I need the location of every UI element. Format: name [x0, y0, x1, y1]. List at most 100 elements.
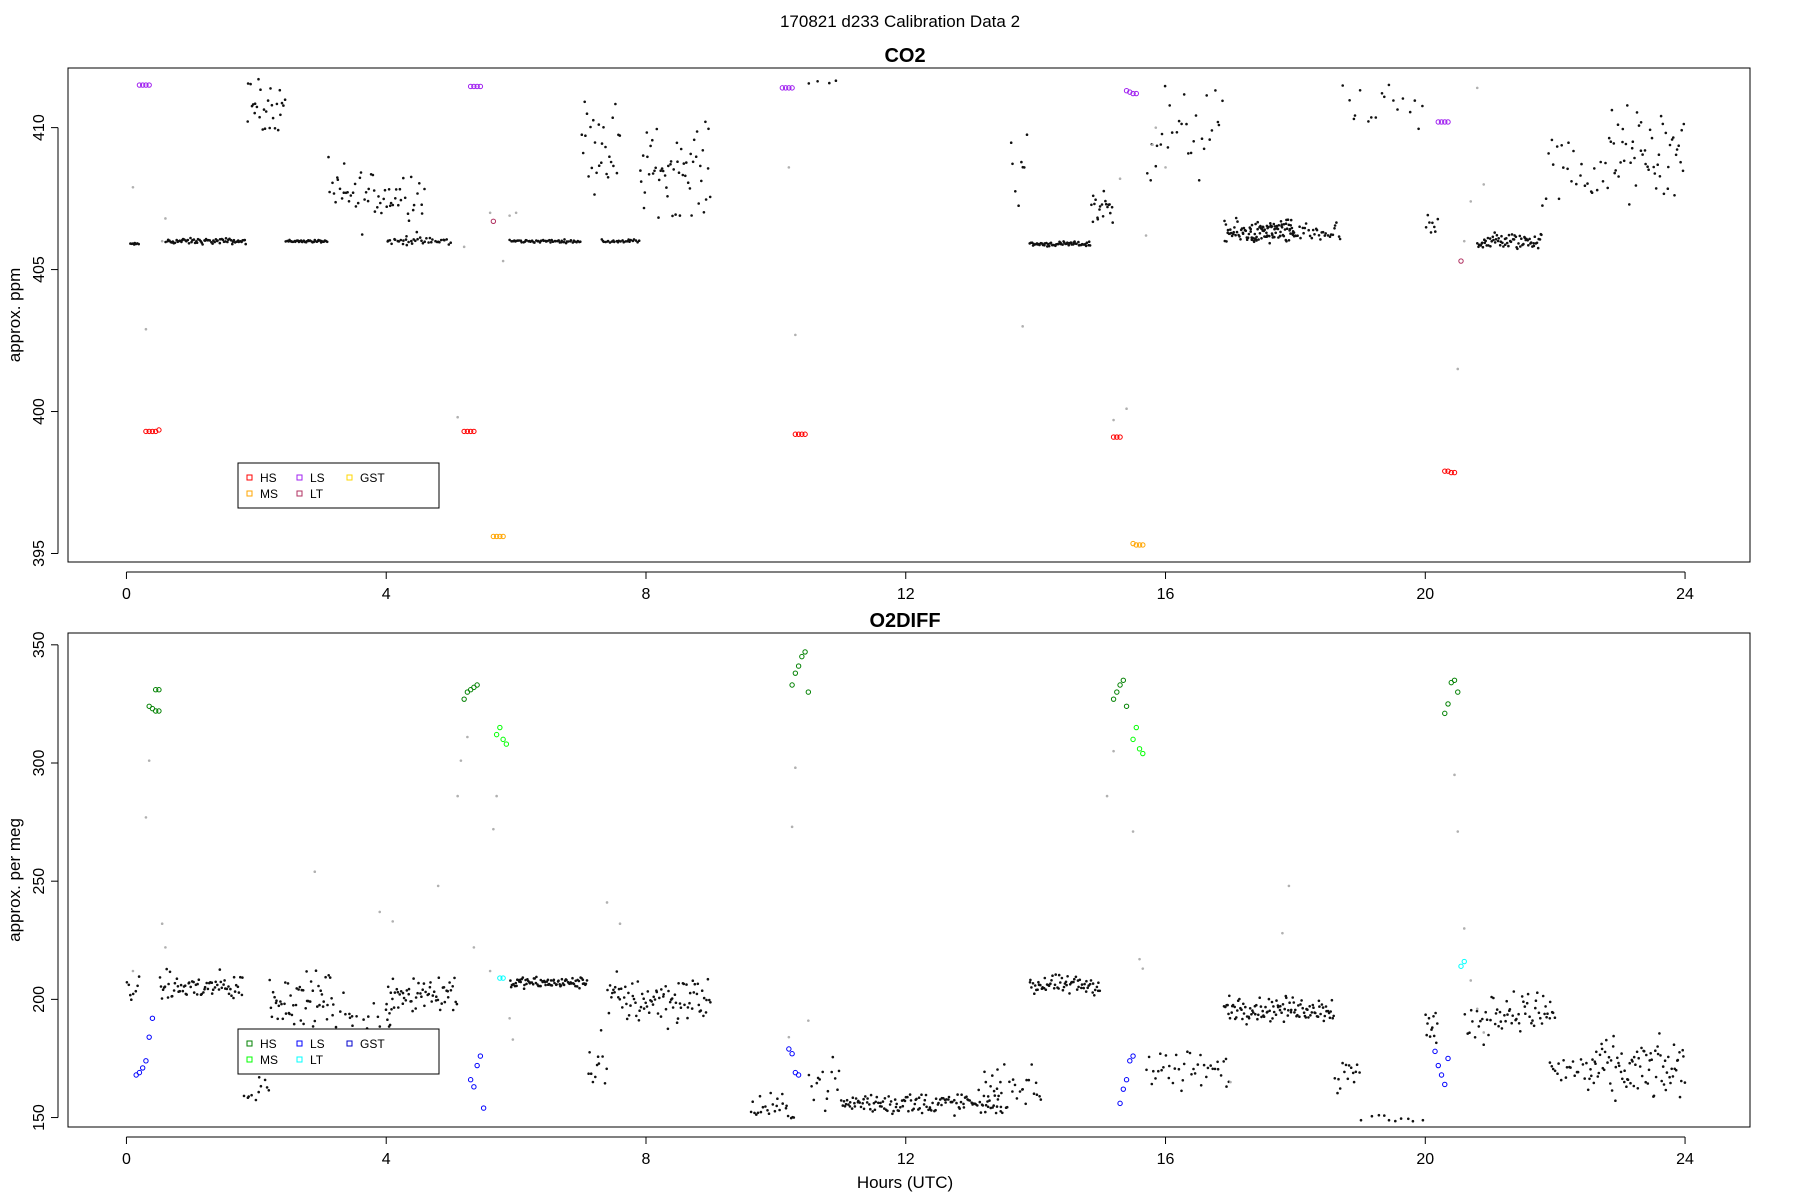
- co2-ambient-point: [554, 239, 557, 243]
- o2diff-ambient-point: [644, 1001, 647, 1005]
- o2diff-ambient-point: [1225, 1085, 1228, 1088]
- co2-hs-point: [149, 428, 156, 435]
- co2-ls-point: [477, 83, 484, 90]
- o2diff-ambient-point: [960, 1093, 963, 1096]
- o2diff-transition-point: [147, 759, 151, 762]
- o2diff-ambient-point: [862, 1097, 865, 1101]
- o2diff-ambient-point: [1635, 1050, 1639, 1054]
- o2diff-ambient-point: [161, 988, 165, 991]
- o2diff-ambient-point: [220, 986, 224, 990]
- o2diff-ambient-point: [339, 1010, 342, 1013]
- o2diff-ambient-point: [831, 1055, 835, 1059]
- o2diff-ambient-point: [1181, 1079, 1185, 1082]
- o2diff-ambient-point: [1617, 1061, 1620, 1065]
- co2-ambient-point: [1593, 167, 1596, 170]
- co2-ambient-point: [1637, 124, 1641, 127]
- co2-ambient-point: [1572, 149, 1575, 153]
- o2diff-ambient-point: [766, 1109, 769, 1112]
- o2diff-ambient-point: [982, 1094, 986, 1098]
- co2-ls-point: [779, 85, 786, 91]
- o2diff-ambient-point: [412, 977, 415, 980]
- o2diff-ambient-point: [1154, 1077, 1157, 1080]
- o2diff-ambient-point: [1095, 985, 1099, 989]
- o2diff-ambient-point: [1358, 1071, 1361, 1074]
- o2diff-ambient-point: [978, 1100, 982, 1104]
- o2diff-ambient-point: [438, 1008, 442, 1012]
- co2-ambient-point: [195, 241, 199, 244]
- co2-ambient-point: [407, 240, 410, 244]
- o2diff-ambient-point: [172, 989, 176, 992]
- co2-ambient-point: [393, 238, 397, 242]
- o2diff-ambient-point: [1206, 1066, 1210, 1070]
- o2diff-ambient-point: [1219, 1074, 1223, 1077]
- o2diff-ambient-point: [1226, 1003, 1229, 1007]
- co2-y-axis-label: approx. ppm: [5, 268, 24, 363]
- o2diff-x-tick-label: 16: [1157, 1151, 1175, 1168]
- co2-ambient-point: [1631, 140, 1635, 143]
- o2diff-ambient-point: [1145, 1068, 1148, 1072]
- co2-ambient-point: [1319, 238, 1322, 241]
- o2diff-transition-point: [1482, 1031, 1486, 1034]
- o2diff-ambient-point: [1614, 1065, 1618, 1069]
- o2diff-ambient-point: [879, 1101, 882, 1105]
- o2diff-legend-swatch-ms: [246, 1056, 253, 1063]
- o2diff-ambient-point: [1329, 1010, 1332, 1013]
- co2-ambient-point: [411, 208, 415, 212]
- co2-ambient-point: [1489, 245, 1492, 248]
- o2diff-y-tick-label: 300: [31, 750, 48, 777]
- co2-transition-point: [131, 185, 135, 189]
- co2-ambient-point: [1500, 234, 1503, 238]
- o2diff-ambient-point: [1005, 1105, 1009, 1109]
- o2diff-ambient-point: [1272, 1010, 1276, 1014]
- co2-ambient-point: [402, 176, 405, 180]
- co2-x-axis: 0 4 8 12 16 20 24: [122, 571, 1694, 603]
- o2diff-ambient-point: [1489, 1018, 1492, 1022]
- o2diff-ambient-point: [539, 984, 542, 988]
- co2-ambient-point: [1104, 202, 1108, 206]
- co2-ambient-point: [218, 241, 222, 245]
- o2diff-ambient-point: [509, 985, 513, 989]
- o2diff-ambient-point: [1051, 974, 1054, 977]
- co2-ambient-point: [590, 166, 594, 170]
- co2-transition-point: [1482, 183, 1486, 186]
- co2-ambient-point: [1555, 145, 1559, 148]
- co2-ambient-point: [405, 243, 409, 247]
- o2diff-ambient-point: [781, 1092, 784, 1096]
- co2-ambient-point: [587, 175, 590, 178]
- o2diff-ambient-point: [454, 1000, 458, 1004]
- o2diff-ambient-point: [818, 1078, 821, 1081]
- o2diff-hs-point: [795, 663, 802, 669]
- o2diff-ambient-point: [1647, 1068, 1651, 1072]
- o2diff-ambient-point: [751, 1100, 754, 1103]
- o2diff-legend-swatch-gst: [346, 1040, 353, 1047]
- o2diff-ambient-point: [284, 981, 287, 984]
- co2-ambient-point: [1644, 162, 1647, 166]
- co2-ambient-point: [1617, 175, 1620, 178]
- co2-ambient-point: [1244, 229, 1248, 233]
- co2-ls-point: [471, 83, 477, 90]
- o2diff-ambient-point: [632, 997, 636, 1001]
- co2-ambient-point: [1497, 237, 1500, 240]
- co2-ambient-point: [1283, 228, 1287, 231]
- o2diff-ambient-point: [159, 985, 163, 988]
- co2-legend-swatch-gst: [346, 474, 353, 481]
- o2diff-ambient-point: [553, 981, 556, 985]
- o2diff-ambient-point: [1537, 1011, 1541, 1015]
- o2diff-ambient-point: [1209, 1064, 1212, 1067]
- co2-ambient-point: [1580, 162, 1583, 166]
- co2-ambient-point: [1280, 226, 1284, 229]
- co2-legend-box: [237, 462, 440, 509]
- co2-ambient-point: [1634, 184, 1638, 187]
- o2diff-ambient-point: [1180, 1089, 1183, 1093]
- o2diff-ambient-point: [995, 1105, 999, 1108]
- o2diff-ambient-point: [647, 1011, 651, 1014]
- o2diff-ambient-point: [1038, 1095, 1041, 1098]
- o2diff-ambient-point: [1517, 1012, 1520, 1016]
- o2diff-ambient-point: [1468, 1031, 1471, 1034]
- o2diff-ambient-point: [658, 996, 661, 1000]
- o2diff-ls-point: [1117, 1100, 1123, 1107]
- o2diff-ambient-point: [1029, 978, 1032, 982]
- co2-ambient-point: [1338, 237, 1342, 241]
- o2diff-ambient-point: [1434, 1011, 1437, 1015]
- co2-ambient-point: [438, 240, 441, 244]
